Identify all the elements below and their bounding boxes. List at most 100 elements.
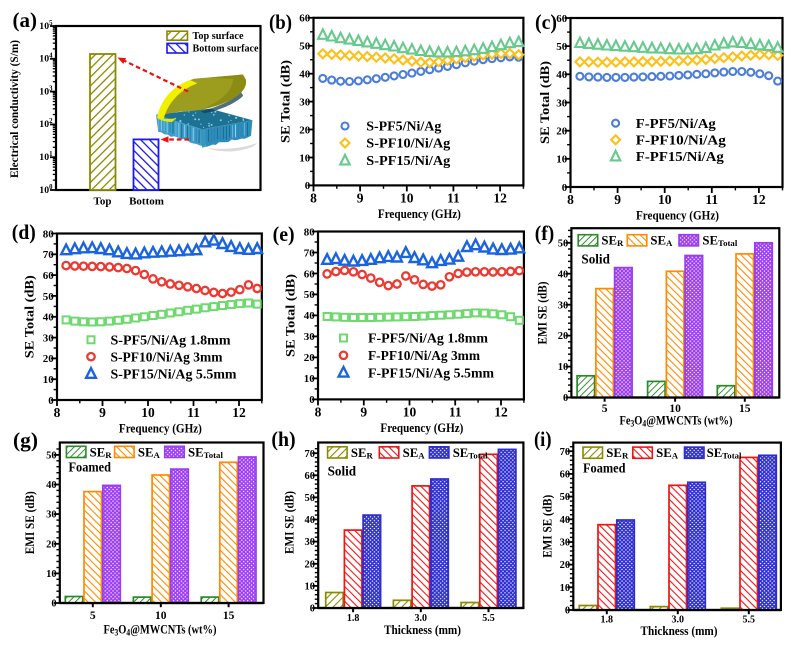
svg-text:SETotal: SETotal xyxy=(702,234,737,249)
svg-text:9: 9 xyxy=(360,404,367,419)
svg-text:8: 8 xyxy=(567,192,574,207)
svg-text:50: 50 xyxy=(556,41,568,53)
svg-text:50: 50 xyxy=(304,289,316,301)
svg-text:20: 20 xyxy=(556,126,568,138)
svg-text:5.5: 5.5 xyxy=(743,615,756,626)
svg-text:3.0: 3.0 xyxy=(415,613,428,624)
svg-text:EMI SE (dB): EMI SE (dB) xyxy=(282,491,297,554)
svg-text:0: 0 xyxy=(563,393,568,404)
svg-text:(b): (b) xyxy=(269,10,292,34)
svg-text:SEA: SEA xyxy=(656,446,679,461)
svg-text:8: 8 xyxy=(315,404,322,419)
svg-text:EMI SE (dB): EMI SE (dB) xyxy=(540,495,555,558)
svg-text:0: 0 xyxy=(565,606,570,617)
svg-text:60: 60 xyxy=(299,13,311,25)
svg-text:EMI SE (dB): EMI SE (dB) xyxy=(535,282,550,345)
svg-text:50: 50 xyxy=(43,291,55,303)
svg-text:50: 50 xyxy=(560,492,571,503)
svg-text:30: 30 xyxy=(560,538,571,549)
svg-text:20: 20 xyxy=(560,560,571,571)
svg-text:30: 30 xyxy=(304,331,316,343)
svg-text:Fe3O4@MWCNTs (wt%): Fe3O4@MWCNTs (wt%) xyxy=(620,414,733,429)
svg-text:20: 20 xyxy=(558,331,569,342)
svg-text:5: 5 xyxy=(602,403,608,415)
svg-text:0: 0 xyxy=(310,604,315,615)
svg-text:F-PF5/Ni/Ag: F-PF5/Ni/Ag xyxy=(636,117,716,132)
svg-text:10: 10 xyxy=(305,582,316,593)
svg-text:40: 40 xyxy=(299,69,311,81)
svg-text:12: 12 xyxy=(493,190,507,205)
svg-text:10: 10 xyxy=(560,583,571,594)
svg-text:Frequency (GHz): Frequency (GHz) xyxy=(636,208,719,223)
svg-text:SE Total (dB): SE Total (dB) xyxy=(283,274,298,357)
svg-text:70: 70 xyxy=(304,247,316,259)
svg-text:70: 70 xyxy=(560,447,571,458)
svg-text:S-PF5/Ni/Ag: S-PF5/Ni/Ag xyxy=(366,120,441,135)
svg-text:F-PF5/Ni/Ag 1.8mm: F-PF5/Ni/Ag 1.8mm xyxy=(368,332,488,347)
svg-text:12: 12 xyxy=(232,405,246,420)
svg-text:(h): (h) xyxy=(271,427,295,451)
svg-text:(a): (a) xyxy=(13,8,38,32)
svg-text:20: 20 xyxy=(46,539,57,550)
svg-text:SER: SER xyxy=(351,446,374,461)
svg-text:10: 10 xyxy=(46,569,57,580)
svg-text:10: 10 xyxy=(299,152,311,164)
svg-text:SETotal: SETotal xyxy=(188,445,223,460)
svg-text:3.0: 3.0 xyxy=(672,615,685,626)
svg-text:30: 30 xyxy=(299,96,311,108)
svg-text:(i): (i) xyxy=(534,427,552,451)
svg-text:Top surface: Top surface xyxy=(193,31,244,42)
svg-text:SEA: SEA xyxy=(403,446,426,461)
svg-text:8: 8 xyxy=(54,405,61,420)
svg-text:20: 20 xyxy=(299,124,311,136)
svg-text:12: 12 xyxy=(494,404,508,419)
svg-text:11: 11 xyxy=(447,190,460,205)
svg-text:S-PF10/Ni/Ag: S-PF10/Ni/Ag xyxy=(366,137,450,152)
svg-text:5: 5 xyxy=(90,610,96,622)
svg-text:S-PF5/Ni/Ag 1.8mm: S-PF5/Ni/Ag 1.8mm xyxy=(111,334,231,349)
svg-text:SETotal: SETotal xyxy=(453,446,488,461)
svg-text:20: 20 xyxy=(304,352,316,364)
svg-text:S-PF15/Ni/Ag: S-PF15/Ni/Ag xyxy=(366,154,450,169)
svg-text:Electrical conductivity (S/m): Electrical conductivity (S/m) xyxy=(7,40,21,178)
svg-text:Foamed: Foamed xyxy=(69,460,112,475)
svg-text:Foamed: Foamed xyxy=(583,461,626,476)
svg-text:S-PF10/Ni/Ag 3mm: S-PF10/Ni/Ag 3mm xyxy=(111,350,223,365)
svg-text:10: 10 xyxy=(558,362,569,373)
svg-text:11: 11 xyxy=(705,192,718,207)
svg-text:EMI SE (dB): EMI SE (dB) xyxy=(22,491,37,554)
svg-text:8: 8 xyxy=(310,190,317,205)
svg-text:12: 12 xyxy=(752,192,766,207)
svg-text:0: 0 xyxy=(305,180,311,192)
svg-text:Bottom surface: Bottom surface xyxy=(193,43,259,54)
svg-text:(c): (c) xyxy=(535,10,557,34)
svg-text:80: 80 xyxy=(43,228,55,240)
svg-text:40: 40 xyxy=(305,515,316,526)
svg-text:0: 0 xyxy=(309,394,315,406)
svg-text:SE Total (dB): SE Total (dB) xyxy=(22,275,37,358)
svg-text:SEA: SEA xyxy=(650,234,673,249)
svg-text:30: 30 xyxy=(558,300,569,311)
svg-text:F-PF10/Ni/Ag 3mm: F-PF10/Ni/Ag 3mm xyxy=(368,349,480,364)
svg-text:30: 30 xyxy=(556,97,568,109)
svg-text:10: 10 xyxy=(400,190,414,205)
svg-text:0: 0 xyxy=(48,395,54,407)
svg-text:F-PF15/Ni/Ag: F-PF15/Ni/Ag xyxy=(636,150,724,165)
svg-text:(d): (d) xyxy=(12,220,36,244)
svg-text:40: 40 xyxy=(558,269,569,280)
svg-text:10: 10 xyxy=(304,373,316,385)
svg-text:50: 50 xyxy=(558,238,569,249)
svg-text:F-PF15/Ni/Ag 5.5mm: F-PF15/Ni/Ag 5.5mm xyxy=(368,366,494,381)
svg-text:10: 10 xyxy=(658,192,672,207)
svg-text:Thickness (mm): Thickness (mm) xyxy=(641,623,718,638)
svg-text:Solid: Solid xyxy=(328,464,357,479)
svg-text:50: 50 xyxy=(299,41,311,53)
svg-text:10: 10 xyxy=(669,403,681,415)
svg-text:40: 40 xyxy=(43,312,55,324)
svg-text:0: 0 xyxy=(51,599,56,610)
svg-text:9: 9 xyxy=(357,190,364,205)
svg-text:Solid: Solid xyxy=(581,252,610,267)
svg-text:60: 60 xyxy=(556,13,568,25)
svg-text:9: 9 xyxy=(614,192,621,207)
svg-text:Fe3O4@MWCNTs (wt%): Fe3O4@MWCNTs (wt%) xyxy=(104,623,217,638)
